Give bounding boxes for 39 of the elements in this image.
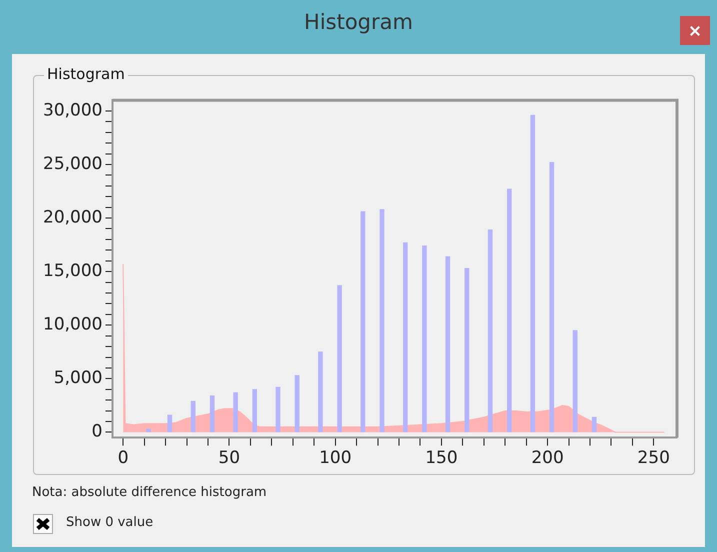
bar [190, 400, 196, 432]
bar [252, 389, 258, 432]
bar [530, 114, 536, 432]
x-tick-label: 50 [218, 448, 240, 468]
x-tick-label: 200 [531, 448, 564, 468]
y-tick-label: 25,000 [43, 154, 102, 174]
text: Nota: absolute difference histogram [32, 485, 267, 500]
chart-title: Histogram [303, 10, 414, 34]
bar [360, 211, 366, 432]
bar [549, 162, 554, 432]
y-tick-label: 0 [92, 422, 102, 442]
x-tick-label: 250 [637, 448, 670, 468]
bar [167, 414, 172, 432]
bar [464, 268, 470, 432]
bar [592, 416, 597, 432]
bar [422, 246, 427, 432]
y-tick-label: 30,000 [43, 100, 102, 120]
bar [488, 229, 493, 432]
chart-subtitle: Histogram [44, 65, 128, 83]
y-tick-label: 15,000 [43, 261, 102, 281]
bar [146, 428, 151, 432]
bar [445, 256, 450, 432]
x-tick-label: 100 [319, 448, 352, 468]
bar [210, 395, 215, 432]
bar [276, 386, 280, 432]
bar [318, 352, 323, 432]
bar [233, 392, 238, 432]
x-tick-label: 0 [118, 448, 129, 468]
y-tick-label: 20,000 [43, 207, 102, 228]
y-tick-label: 5,000 [54, 368, 102, 388]
bar [380, 209, 384, 432]
bar [572, 330, 578, 432]
bar [294, 375, 300, 432]
bar [337, 285, 342, 432]
bar [403, 242, 408, 432]
text: Show 0 value [66, 515, 154, 530]
x-tick-label: 150 [425, 448, 458, 468]
bar [507, 188, 512, 432]
y-tick-label: 10,000 [43, 314, 102, 335]
